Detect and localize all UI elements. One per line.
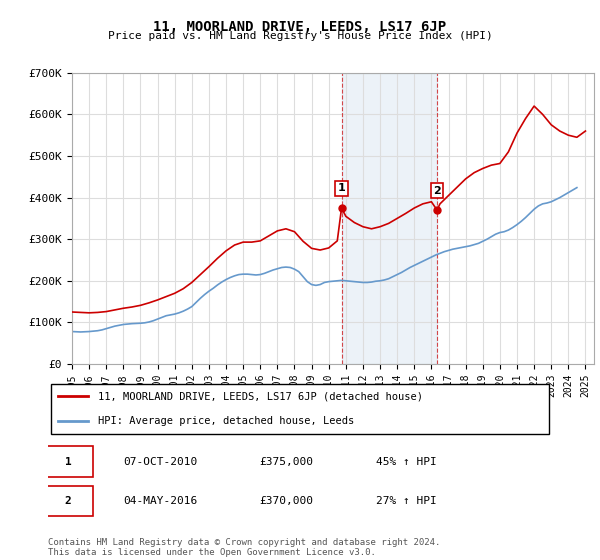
Text: 07-OCT-2010: 07-OCT-2010 <box>124 457 198 467</box>
Text: HPI: Average price, detached house, Leeds: HPI: Average price, detached house, Leed… <box>98 416 355 426</box>
FancyBboxPatch shape <box>43 446 94 477</box>
Text: Price paid vs. HM Land Registry's House Price Index (HPI): Price paid vs. HM Land Registry's House … <box>107 31 493 41</box>
Text: 45% ↑ HPI: 45% ↑ HPI <box>376 457 436 467</box>
Bar <box>341 73 437 364</box>
Text: £370,000: £370,000 <box>260 496 314 506</box>
Text: 2: 2 <box>433 185 441 195</box>
FancyBboxPatch shape <box>50 384 550 434</box>
Text: 2: 2 <box>65 496 71 506</box>
Text: 1: 1 <box>65 457 71 467</box>
Text: Contains HM Land Registry data © Crown copyright and database right 2024.
This d: Contains HM Land Registry data © Crown c… <box>48 538 440 557</box>
Text: 11, MOORLAND DRIVE, LEEDS, LS17 6JP (detached house): 11, MOORLAND DRIVE, LEEDS, LS17 6JP (det… <box>98 391 424 402</box>
Text: £375,000: £375,000 <box>260 457 314 467</box>
Text: 04-MAY-2016: 04-MAY-2016 <box>124 496 198 506</box>
Text: 1: 1 <box>338 184 346 193</box>
Text: 27% ↑ HPI: 27% ↑ HPI <box>376 496 436 506</box>
FancyBboxPatch shape <box>43 486 94 516</box>
Text: 11, MOORLAND DRIVE, LEEDS, LS17 6JP: 11, MOORLAND DRIVE, LEEDS, LS17 6JP <box>154 20 446 34</box>
